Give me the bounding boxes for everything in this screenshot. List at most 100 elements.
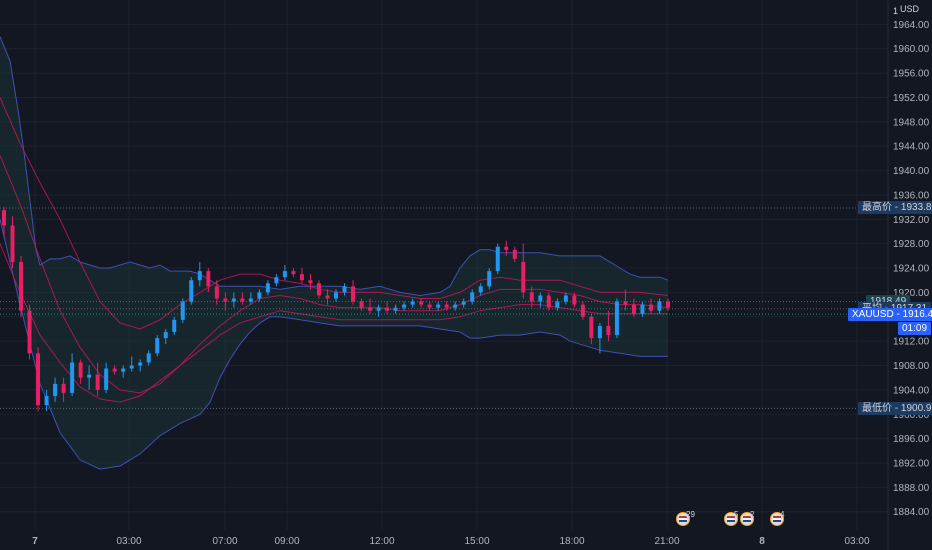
candle [444, 301, 449, 311]
candle-body [95, 374, 100, 390]
time-axis[interactable]: 7 03:00 07:00 09:00 12:00 15:00 18:00 21:00 8 03:… [32, 536, 870, 547]
candle-body [461, 301, 466, 305]
candle-body [223, 298, 228, 302]
candle [495, 243, 500, 275]
price-box-value: 01:09 [902, 323, 928, 335]
candle [657, 298, 662, 314]
candle-body [666, 301, 670, 308]
y-tick-label: 1912.00 [893, 337, 930, 348]
candle-body [53, 383, 58, 396]
candle-body [87, 374, 92, 378]
us-flag-event-icon[interactable] [724, 512, 738, 526]
event-count: 29 [686, 510, 695, 519]
candle-body [36, 353, 41, 406]
candle-body [410, 301, 415, 305]
candle [282, 265, 287, 281]
price-box-0: 最高价 - 1933.86 [858, 201, 932, 215]
candle-body [529, 292, 534, 302]
candle-body [257, 292, 262, 299]
x-tick-label: 8 [759, 536, 765, 547]
event-count: 2 [750, 510, 755, 519]
candle-body [274, 277, 279, 284]
candle [368, 298, 373, 314]
price-box-value: 1918.49 [870, 296, 906, 307]
candle [538, 292, 543, 308]
candle-body [155, 338, 160, 354]
candle-body [231, 298, 236, 302]
candle [53, 377, 58, 403]
candle-body [580, 304, 585, 317]
us-flag-event-icon[interactable] [740, 512, 754, 526]
us-flag-event-icon[interactable] [676, 512, 690, 526]
y-tick-label: 1896.00 [893, 434, 930, 445]
candle [487, 268, 492, 290]
candle-body [478, 286, 483, 293]
candle [546, 292, 551, 311]
event-count: 4 [780, 510, 785, 519]
candle [529, 286, 534, 308]
candle [410, 298, 415, 308]
candle-body [180, 301, 185, 320]
price-box-label: XAUUSD [852, 308, 897, 320]
candle [27, 304, 32, 360]
candle-body [172, 319, 177, 333]
candle [189, 277, 194, 305]
candle [316, 280, 321, 299]
candle-body [614, 301, 619, 336]
candle-body [248, 298, 253, 302]
candle-body [265, 283, 270, 293]
candle [112, 365, 117, 375]
candle [461, 298, 466, 308]
candle-body [470, 292, 475, 302]
candle-body [623, 301, 628, 305]
y-tick-label: 1952.00 [893, 93, 930, 104]
candle-body [436, 304, 441, 308]
price-box-5: 最低价 - 1900.97 [858, 401, 932, 415]
candle [666, 298, 670, 311]
candle-body [546, 295, 551, 308]
candle [623, 289, 628, 311]
candle [231, 292, 236, 308]
candle [614, 298, 619, 339]
candle [555, 298, 560, 311]
candle-body [444, 304, 449, 308]
candle-body [495, 246, 500, 272]
candle [606, 310, 611, 342]
us-flag-event-icon[interactable] [770, 512, 784, 526]
candle-body [427, 304, 432, 308]
candle [44, 389, 49, 412]
candle [291, 268, 296, 278]
candle-body [487, 271, 492, 287]
candle [274, 274, 279, 287]
y-tick-label: 1900.00 [893, 410, 930, 421]
candle [95, 362, 100, 396]
candle [478, 283, 483, 296]
candle [342, 283, 347, 296]
x-tick-label: 07:00 [212, 536, 237, 547]
candle-body [78, 362, 83, 378]
currency-label[interactable]: USD [900, 4, 920, 14]
candle [121, 365, 126, 378]
candle-body [555, 301, 560, 308]
candle [359, 298, 364, 311]
candle [240, 292, 245, 305]
candle-body [589, 316, 594, 339]
candle [2, 207, 6, 238]
candle-body [342, 286, 347, 293]
candle-body [138, 362, 143, 366]
y-tick-label: 1936.00 [893, 190, 930, 201]
candle [470, 289, 475, 305]
price-axis[interactable]: 1964.00 1960.00 1956.00 1952.00 1948.00 1944.… [887, 0, 930, 550]
y-tick-label: 1892.00 [893, 458, 930, 469]
candle-body [146, 353, 151, 363]
candle-body [10, 225, 15, 262]
candle [580, 301, 585, 320]
candle-body [572, 295, 577, 305]
candle-body [104, 368, 109, 390]
candle-body [419, 301, 424, 305]
candle-body [44, 395, 49, 406]
y-tick-label: 1964.00 [893, 20, 930, 31]
y-tick-label: 1940.00 [893, 166, 930, 177]
us-flag-icon [743, 516, 751, 522]
